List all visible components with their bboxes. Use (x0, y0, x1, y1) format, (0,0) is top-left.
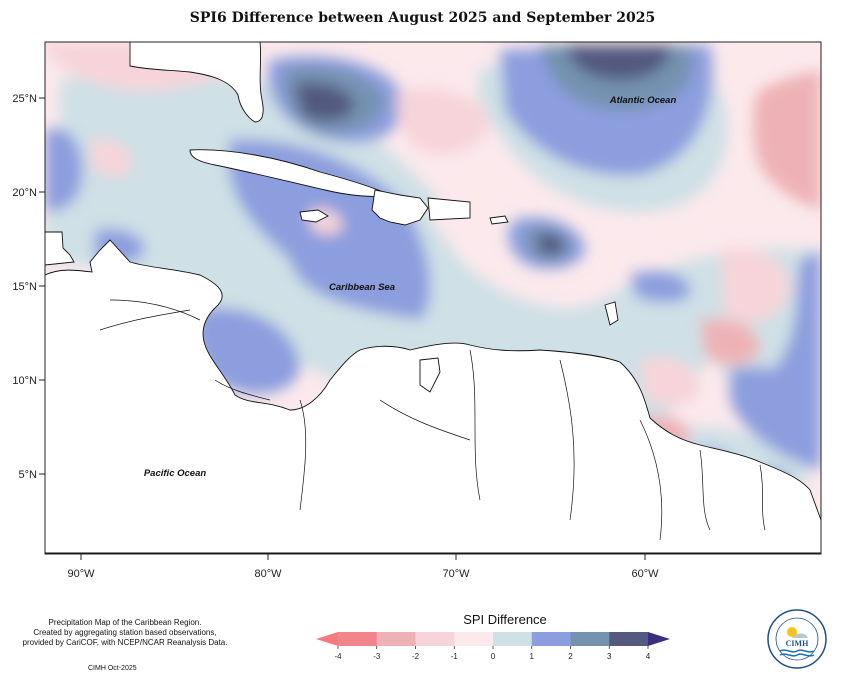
caribbean-sea-label: Caribbean Sea (329, 282, 395, 293)
lat-tick-label: 15°N (12, 281, 37, 293)
lat-tick-label: 20°N (12, 187, 37, 199)
legend-swatch (454, 632, 494, 646)
legend-swatch (493, 632, 533, 646)
lat-tick-label: 5°N (19, 469, 38, 481)
legend-tick-label: -2 (412, 652, 420, 661)
atlantic-ocean-label: Atlantic Ocean (609, 95, 677, 106)
legend-tick-label: -1 (451, 652, 459, 661)
lon-tick-label: 80°W (254, 568, 282, 580)
legend-swatch (609, 632, 649, 646)
country-borders (99, 299, 766, 541)
legend-swatch (338, 632, 378, 646)
footnote-line: provided by CariCOF, with NCEP/NCAR Rean… (22, 638, 228, 647)
legend-tick-label: -3 (373, 652, 381, 661)
legend-arrow-low (316, 632, 338, 646)
footnote-line: Precipitation Map of the Caribbean Regio… (48, 618, 202, 627)
legend-tick-label: 0 (491, 652, 496, 661)
legend-swatch (415, 632, 455, 646)
legend-swatch (531, 632, 571, 646)
legend-swatch (376, 632, 416, 646)
credit-label: CIMH Oct-2025 (88, 665, 137, 672)
lat-tick-label: 25°N (12, 93, 37, 105)
legend-tick-label: 2 (568, 652, 573, 661)
legend-tick-label: 3 (607, 652, 612, 661)
axis-tick-labels: 90°W 80°W 70°W 60°W 25°N 20°N 15°N 10°N … (12, 93, 659, 580)
map-title: SPI6 Difference between August 2025 and … (189, 10, 656, 26)
spi-field (45, 42, 821, 554)
logo-text: CIMH (786, 639, 809, 648)
footnote-line: Created by aggregating station based obs… (33, 628, 217, 637)
legend-swatch (570, 632, 610, 646)
cimh-logo: CIMH (767, 609, 827, 669)
map-footnote: Precipitation Map of the Caribbean Regio… (20, 618, 230, 648)
pacific-ocean-label: Pacific Ocean (144, 468, 207, 479)
legend-arrow-high (648, 632, 670, 646)
lat-tick-label: 10°N (12, 375, 37, 387)
lon-tick-label: 70°W (442, 568, 470, 580)
legend-tick-label: 1 (530, 652, 535, 661)
landmass-outlines (45, 42, 821, 554)
legend-title: SPI Difference (463, 612, 547, 627)
map-frame (44, 41, 822, 555)
lon-tick-label: 90°W (67, 568, 95, 580)
legend-tick-label: -4 (334, 652, 342, 661)
color-legend: -4 -3 -2 -1 0 1 2 3 4 (316, 632, 670, 661)
lon-tick-label: 60°W (631, 568, 659, 580)
axis-ticks (39, 97, 646, 560)
legend-tick-label: 4 (646, 652, 651, 661)
